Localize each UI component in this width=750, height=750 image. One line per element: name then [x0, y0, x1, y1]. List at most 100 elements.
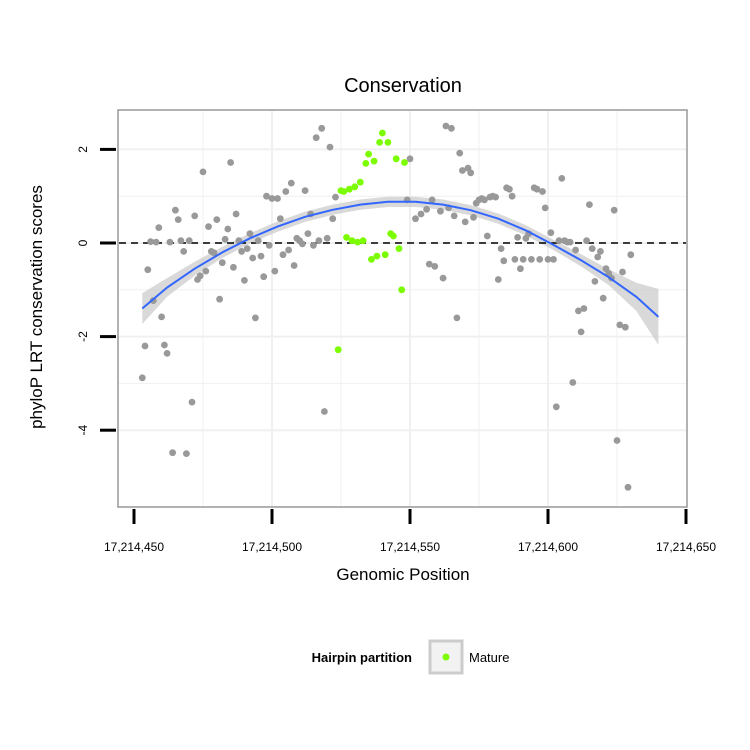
data-point	[232, 210, 240, 218]
mature-point	[348, 237, 356, 245]
data-point	[188, 398, 196, 406]
data-point	[467, 169, 475, 177]
data-point	[276, 215, 284, 223]
data-point	[506, 185, 513, 193]
legend-mature-marker	[442, 653, 450, 661]
mature-point	[340, 188, 348, 195]
data-point	[497, 245, 505, 253]
data-point	[185, 237, 193, 245]
mature-point	[334, 346, 342, 354]
data-point	[616, 321, 624, 329]
data-point	[191, 212, 199, 220]
data-point	[539, 188, 546, 195]
smooth-trend-line	[141, 200, 660, 318]
data-point	[224, 225, 232, 233]
data-point	[260, 273, 268, 281]
data-point	[282, 188, 290, 195]
data-point	[326, 143, 334, 151]
mature-point	[362, 160, 370, 167]
mature-point	[343, 234, 350, 241]
data-point	[494, 276, 502, 283]
y-tick-label: -4	[76, 425, 90, 436]
data-point	[536, 256, 544, 263]
mature-point	[354, 238, 361, 246]
data-point	[230, 263, 237, 271]
data-point	[271, 267, 279, 275]
data-point	[152, 238, 160, 246]
data-point	[461, 218, 469, 226]
data-point	[450, 212, 458, 220]
data-point	[310, 241, 317, 249]
data-point	[552, 403, 560, 411]
data-point	[586, 201, 593, 209]
data-point	[321, 408, 328, 415]
data-point	[174, 216, 182, 224]
data-point	[199, 168, 207, 176]
data-point	[483, 232, 491, 240]
data-point	[241, 277, 248, 284]
data-point	[318, 124, 326, 132]
mature-point	[359, 237, 367, 245]
data-point	[252, 314, 259, 322]
data-point	[263, 192, 270, 200]
data-point	[177, 237, 185, 245]
x-tick-label: 17,214,500	[242, 540, 302, 554]
mature-point	[395, 245, 403, 253]
data-point	[315, 237, 323, 245]
data-point	[439, 274, 447, 282]
data-point	[290, 262, 298, 269]
data-point	[533, 185, 541, 193]
data-point	[514, 234, 521, 241]
data-point	[412, 215, 419, 223]
mature-point	[376, 139, 383, 146]
data-point	[265, 241, 273, 249]
data-point	[144, 266, 152, 274]
data-point	[180, 248, 188, 255]
data-point	[417, 210, 425, 218]
data-point	[428, 196, 436, 204]
data-point	[627, 251, 635, 259]
data-point	[442, 122, 450, 130]
data-point	[517, 265, 524, 273]
data-point	[594, 253, 602, 261]
data-point	[453, 314, 461, 322]
data-point	[583, 237, 590, 245]
data-point	[254, 237, 262, 245]
data-point	[577, 328, 585, 336]
y-axis: 2 0 -2 -4	[76, 146, 116, 436]
mature-point	[401, 159, 408, 166]
data-point	[172, 206, 179, 214]
data-point	[459, 167, 466, 174]
data-point	[423, 205, 430, 213]
mature-point	[365, 150, 372, 158]
data-point	[492, 193, 499, 201]
x-axis-title: Genomic Position	[336, 565, 469, 584]
data-point	[183, 450, 190, 457]
data-point	[580, 305, 588, 312]
data-point	[249, 254, 257, 262]
data-point	[243, 245, 251, 253]
data-point	[528, 256, 535, 263]
data-point	[158, 313, 166, 321]
data-point	[425, 260, 433, 268]
chart-title: Conservation	[344, 75, 462, 97]
data-point	[610, 206, 618, 214]
data-point	[205, 223, 212, 231]
data-point	[406, 155, 414, 163]
data-point	[163, 350, 171, 357]
y-tick-label: 2	[76, 146, 90, 153]
data-point	[456, 149, 464, 157]
data-point	[621, 323, 629, 331]
data-point	[519, 256, 527, 263]
data-point	[279, 251, 287, 259]
legend-title: Hairpin partition	[312, 650, 412, 665]
mature-point	[351, 183, 359, 191]
data-point	[323, 234, 331, 242]
x-tick-label: 17,214,550	[380, 540, 440, 554]
data-point	[147, 238, 155, 246]
data-point	[221, 235, 229, 243]
data-point	[218, 259, 226, 267]
mature-point	[373, 252, 381, 260]
data-point	[210, 249, 218, 257]
data-point	[285, 246, 292, 254]
